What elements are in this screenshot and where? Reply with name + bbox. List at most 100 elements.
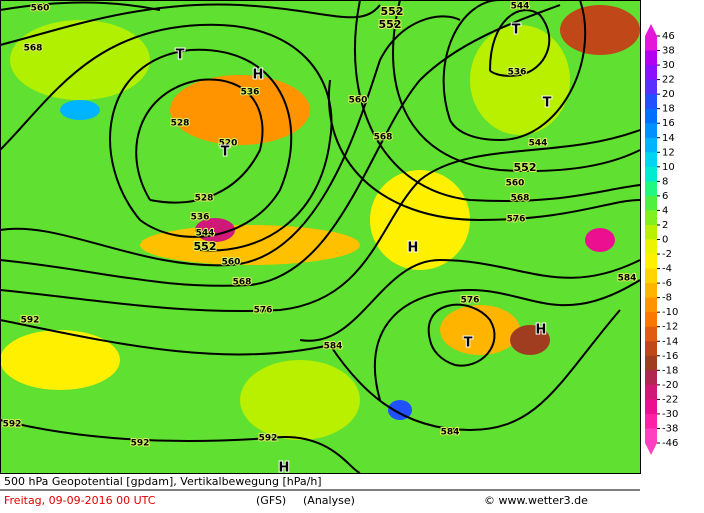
contour-label: 584 <box>324 342 343 352</box>
legend-tick-label: -2 <box>662 249 672 260</box>
isohypse <box>327 79 641 222</box>
footer-title: 500 hPa Geopotential [gpdam], Vertikalbe… <box>4 475 322 488</box>
legend-tick-label: 14 <box>662 133 675 144</box>
field-patch <box>585 228 615 252</box>
legend-swatch <box>645 166 657 182</box>
contour-label: 544 <box>529 139 548 149</box>
legend-tick-label: -8 <box>662 293 672 304</box>
legend-tick-label: -18 <box>662 365 678 376</box>
legend-tick-label: 8 <box>662 176 668 187</box>
legend-swatch <box>645 283 657 299</box>
contour-label: 568 <box>511 194 530 204</box>
contour-label: 528 <box>195 194 214 204</box>
legend-tick-label: 18 <box>662 104 675 115</box>
low-center: T <box>221 145 230 160</box>
legend-swatch <box>645 239 657 255</box>
legend-tick-label: 20 <box>662 89 675 100</box>
legend-swatch <box>645 355 657 371</box>
legend-swatch <box>645 79 657 95</box>
legend-tick-label: -10 <box>662 307 678 318</box>
contour-label: 592 <box>21 316 40 326</box>
footer-model: (GFS) <box>256 494 286 507</box>
map-border <box>0 0 641 474</box>
legend-tick-label: 22 <box>662 75 675 86</box>
footer-date: Freitag, 09-09-2016 00 UTC <box>4 494 156 507</box>
high-center: H <box>279 461 290 476</box>
isohypse <box>109 48 293 238</box>
contour-label: 552 <box>514 161 537 174</box>
contour-label: 544 <box>196 229 215 239</box>
isohypse <box>489 9 551 77</box>
pressure-centers: T H T T T H T H H <box>175 22 553 477</box>
contour-label: 560 <box>506 179 525 189</box>
field-patch <box>510 325 550 355</box>
field-patch <box>10 20 150 100</box>
legend-swatch <box>645 413 657 429</box>
legend-swatch <box>645 428 657 444</box>
isohypse <box>0 419 361 474</box>
footer-credit: © www.wetter3.de <box>484 494 588 507</box>
legend-swatch <box>645 341 657 357</box>
legend-swatch <box>645 152 657 168</box>
contour-labels: 560 552 552 568 536 528 520 560 568 544 … <box>2 1 638 450</box>
legend-tick-label: 16 <box>662 118 675 129</box>
legend-swatch <box>645 312 657 328</box>
isohypse <box>0 15 461 267</box>
contour-label: 536 <box>508 68 527 78</box>
isohypse <box>299 258 641 342</box>
contour-label: 552 <box>381 5 404 18</box>
legend-swatch <box>645 50 657 66</box>
low-center: T <box>512 23 521 38</box>
contour-label: 520 <box>219 139 238 149</box>
legend-tick-label: -38 <box>662 423 678 434</box>
isohypse <box>0 3 381 46</box>
contour-label: 560 <box>222 258 241 268</box>
legend-tick-label: -46 <box>662 438 678 449</box>
low-center: T <box>543 96 552 111</box>
field-patch <box>170 75 310 145</box>
legend-tick-label: 30 <box>662 60 675 71</box>
legend-tick-label: -14 <box>662 336 678 347</box>
isohypse <box>135 78 264 204</box>
legend-swatch <box>645 399 657 415</box>
legend-swatch <box>645 224 657 240</box>
legend-swatch <box>645 36 657 52</box>
low-center: T <box>464 336 473 351</box>
field-patch <box>440 305 520 355</box>
field-patch <box>60 100 100 120</box>
contour-label: 560 <box>31 4 50 14</box>
isohypse <box>442 0 587 142</box>
high-center: H <box>253 68 264 83</box>
legend-tick-label: -6 <box>662 278 672 289</box>
legend-tick-label: 0 <box>662 235 668 246</box>
contour-label: 560 <box>349 96 368 106</box>
footer-run: (Analyse) <box>303 494 355 507</box>
legend-tick-label: -30 <box>662 409 678 420</box>
contour-label: 576 <box>254 306 273 316</box>
color-legend: 4638302220181614121086420-2-4-6-8-10-12-… <box>645 24 678 455</box>
legend-tick-label: 4 <box>662 205 668 216</box>
contour-label: 576 <box>507 215 526 225</box>
legend-tick-label: -12 <box>662 322 678 333</box>
legend-swatch <box>645 123 657 139</box>
legend-tick-label: 6 <box>662 191 668 202</box>
isohypse <box>427 303 496 367</box>
legend-swatch <box>645 137 657 153</box>
isohypse <box>0 4 561 287</box>
isohypse <box>373 279 641 401</box>
high-center: H <box>536 323 547 338</box>
contour-label: 568 <box>24 44 43 54</box>
legend-swatch <box>645 384 657 400</box>
legend-tick-label: -4 <box>662 264 672 275</box>
contour-label: 552 <box>194 240 217 253</box>
legend-tick-label: 12 <box>662 147 675 158</box>
legend-tick-label: 2 <box>662 220 668 231</box>
isohypse <box>0 23 333 252</box>
low-center: T <box>176 48 185 63</box>
contour-label: 536 <box>241 88 260 98</box>
contour-label: 568 <box>374 133 393 143</box>
legend-swatch <box>645 108 657 124</box>
legend-swatch <box>645 195 657 211</box>
field-patch <box>560 5 640 55</box>
